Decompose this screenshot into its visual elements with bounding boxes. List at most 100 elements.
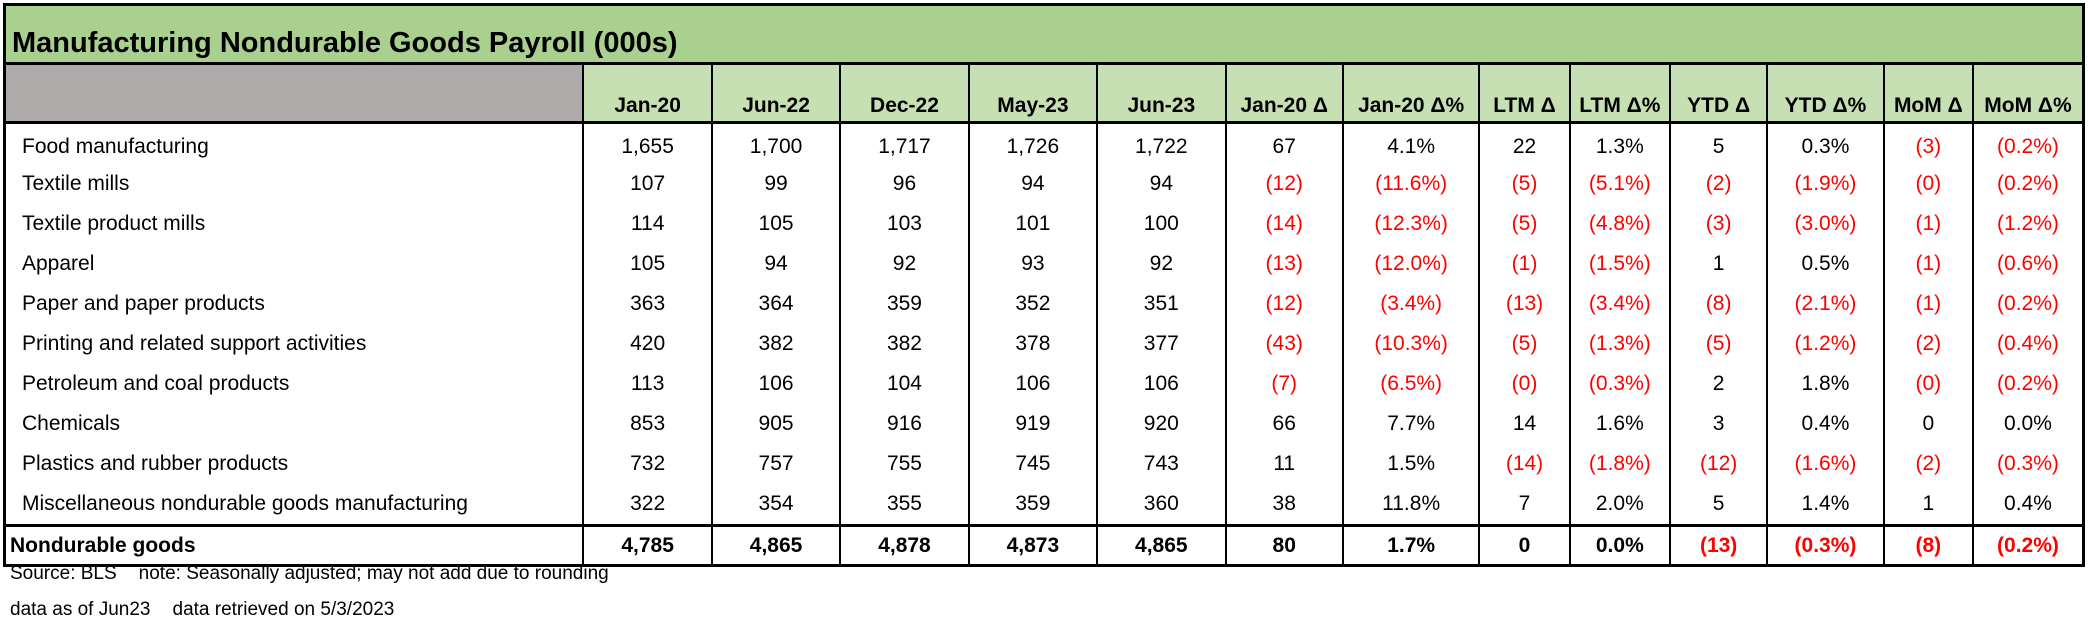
table-cell: 1.6% bbox=[1568, 404, 1670, 444]
table-cell: (0.3%) bbox=[1766, 524, 1884, 567]
table-cell: 94 bbox=[967, 164, 1098, 204]
table-cell: 3 bbox=[1668, 404, 1768, 444]
column-header: Dec-22 bbox=[839, 63, 969, 124]
table-cell: 94 bbox=[1096, 164, 1226, 204]
table-cell: (13) bbox=[1668, 524, 1768, 567]
table-cell: 0.3% bbox=[1766, 122, 1884, 164]
table-cell: (3) bbox=[1668, 204, 1768, 244]
table-cell: 0 bbox=[1882, 404, 1973, 444]
footer-line-2: data as of Jun23 data retrieved on 5/3/20… bbox=[10, 599, 394, 621]
table-cell: 100 bbox=[1096, 204, 1226, 244]
table-cell: (0.4%) bbox=[1971, 324, 2085, 364]
table-row: Textile mills 107 99 96 94 94 (12) (11.6%) (5) (5… bbox=[3, 164, 2085, 204]
table-cell: 351 bbox=[1096, 284, 1226, 324]
table-cell: (1) bbox=[1478, 244, 1570, 284]
table-cell: 7 bbox=[1478, 484, 1570, 526]
table-cell: (0.2%) bbox=[1971, 284, 2085, 324]
table-cell: (1) bbox=[1882, 204, 1973, 244]
table-row: Textile product mills 114 105 103 101 100 (14)… bbox=[3, 204, 2085, 244]
table-row: Apparel 105 94 92 93 92 (13) (12.0%) (1) (1.5%) 1 0… bbox=[3, 244, 2085, 284]
table-cell: (43) bbox=[1224, 324, 1343, 364]
table-cell: (2) bbox=[1882, 324, 1973, 364]
table-cell: 4,785 bbox=[582, 524, 712, 567]
row-label: Plastics and rubber products bbox=[3, 444, 584, 484]
table-cell: 420 bbox=[582, 324, 712, 364]
table-cell: (0.6%) bbox=[1971, 244, 2085, 284]
data-as-of-text: data as of Jun23 bbox=[10, 599, 151, 620]
table-cell: 4,878 bbox=[839, 524, 969, 567]
table-cell: (5) bbox=[1478, 204, 1570, 244]
column-header: YTD Δ bbox=[1668, 63, 1768, 124]
table-cell: (1.8%) bbox=[1568, 444, 1670, 484]
table-cell: 105 bbox=[582, 244, 712, 284]
table-cell: 0 bbox=[1478, 524, 1570, 567]
table-cell: 106 bbox=[710, 364, 841, 404]
table-cell: (1.9%) bbox=[1766, 164, 1884, 204]
table-cell: (13) bbox=[1224, 244, 1343, 284]
table-cell: 67 bbox=[1224, 122, 1343, 164]
payroll-table-container: Manufacturing Nondurable Goods Payroll (… bbox=[3, 3, 2085, 567]
table-cell: 364 bbox=[710, 284, 841, 324]
note-text: note: Seasonally adjusted; may not add d… bbox=[138, 563, 609, 584]
column-header-row: Jan-20 Jun-22 Dec-22 May-23 Jun-23 Jan-20 Δ Ja… bbox=[3, 63, 2085, 124]
table-cell: 2.0% bbox=[1568, 484, 1670, 526]
table-cell: (1.2%) bbox=[1766, 324, 1884, 364]
table-cell: 1,717 bbox=[839, 122, 969, 164]
table-cell: 103 bbox=[839, 204, 969, 244]
table-cell: 92 bbox=[1096, 244, 1226, 284]
table-cell: (0.2%) bbox=[1971, 364, 2085, 404]
table-cell: 363 bbox=[582, 284, 712, 324]
table-cell: 382 bbox=[710, 324, 841, 364]
table-cell: (12.3%) bbox=[1341, 204, 1480, 244]
table-row: Food manufacturing 1,655 1,700 1,717 1,726 1,… bbox=[3, 122, 2085, 164]
table-cell: 4,873 bbox=[967, 524, 1098, 567]
table-cell: 0.4% bbox=[1766, 404, 1884, 444]
table-cell: (8) bbox=[1668, 284, 1768, 324]
table-cell: (3.4%) bbox=[1341, 284, 1480, 324]
table-cell: (0.2%) bbox=[1971, 122, 2085, 164]
table-cell: 4,865 bbox=[1096, 524, 1226, 567]
table-cell: 755 bbox=[839, 444, 969, 484]
table-cell: 919 bbox=[967, 404, 1098, 444]
table-cell: 1.8% bbox=[1766, 364, 1884, 404]
column-header: LTM Δ% bbox=[1568, 63, 1670, 124]
table-cell: 382 bbox=[839, 324, 969, 364]
row-label: Food manufacturing bbox=[3, 122, 584, 164]
table-cell: 38 bbox=[1224, 484, 1343, 526]
row-label: Miscellaneous nondurable goods manufactu… bbox=[3, 484, 584, 526]
table-cell: 359 bbox=[839, 284, 969, 324]
column-header: MoM Δ bbox=[1882, 63, 1973, 124]
table-row: Printing and related support activities 4… bbox=[3, 324, 2085, 364]
table-cell: (1) bbox=[1882, 284, 1973, 324]
retrieved-text: data retrieved on 5/3/2023 bbox=[172, 599, 395, 620]
table-cell: 1,655 bbox=[582, 122, 712, 164]
table-cell: 377 bbox=[1096, 324, 1226, 364]
table-cell: (2) bbox=[1668, 164, 1768, 204]
column-header: Jan-20 bbox=[582, 63, 712, 124]
table-title: Manufacturing Nondurable Goods Payroll (… bbox=[3, 3, 2085, 65]
table-cell: (13) bbox=[1478, 284, 1570, 324]
row-label: Chemicals bbox=[3, 404, 584, 444]
table-row: Chemicals 853 905 916 919 920 66 7.7% 14 1.6% 3 0.4… bbox=[3, 404, 2085, 444]
table-cell: 5 bbox=[1668, 122, 1768, 164]
table-cell: 1,726 bbox=[967, 122, 1098, 164]
column-header: MoM Δ% bbox=[1971, 63, 2085, 124]
row-label: Paper and paper products bbox=[3, 284, 584, 324]
column-header: LTM Δ bbox=[1478, 63, 1570, 124]
table-cell: (12) bbox=[1224, 164, 1343, 204]
table-row: Plastics and rubber products 732 757 755 745… bbox=[3, 444, 2085, 484]
total-row: Nondurable goods 4,785 4,865 4,878 4,873 4,86… bbox=[3, 524, 2085, 567]
column-header: Jun-22 bbox=[710, 63, 841, 124]
table-cell: 106 bbox=[1096, 364, 1226, 404]
table-cell: 11 bbox=[1224, 444, 1343, 484]
table-cell: 4,865 bbox=[710, 524, 841, 567]
table-cell: (5) bbox=[1668, 324, 1768, 364]
table-cell: (0.2%) bbox=[1971, 524, 2085, 567]
table-cell: 114 bbox=[582, 204, 712, 244]
table-cell: 104 bbox=[839, 364, 969, 404]
table-row: Petroleum and coal products 113 106 104 106 1… bbox=[3, 364, 2085, 404]
table-cell: 1.7% bbox=[1341, 524, 1480, 567]
table-cell: 745 bbox=[967, 444, 1098, 484]
table-cell: (1) bbox=[1882, 244, 1973, 284]
table-cell: (6.5%) bbox=[1341, 364, 1480, 404]
